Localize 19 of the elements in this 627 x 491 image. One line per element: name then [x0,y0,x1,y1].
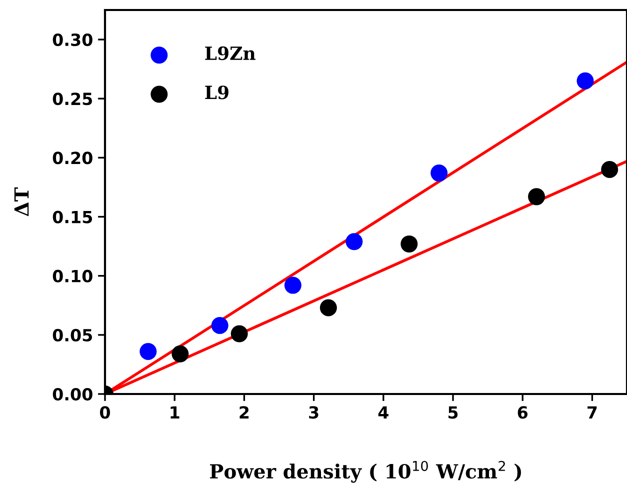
y-tick-label: 0.15 [52,210,92,224]
y-axis-title: ΔT [14,187,29,216]
x-axis-title: Power density ( 10$^{10}$ W/cm$^{2}$ ) [210,460,521,483]
legend-label: L9 [205,86,228,100]
x-tick-label: 7 [588,406,597,418]
legend-label: L9Zn [205,46,256,60]
y-tick-label: 0.10 [52,270,92,282]
y-tick-label: 0.05 [52,328,92,342]
x-tick-label: 6 [518,406,528,419]
x-tick-label: 0 [100,406,110,419]
x-tick-label: 1 [170,406,180,418]
x-tick-label: 2 [240,406,249,418]
x-tick-label: 5 [448,406,458,419]
x-tick-label: 4 [378,406,388,418]
y-tick-label: 0.30 [52,34,92,46]
x-tick-label: 3 [309,406,318,419]
y-tick-label: 0.25 [52,92,92,106]
y-tick-label: 0.20 [52,152,92,164]
y-tick-label: 0.00 [52,388,92,401]
